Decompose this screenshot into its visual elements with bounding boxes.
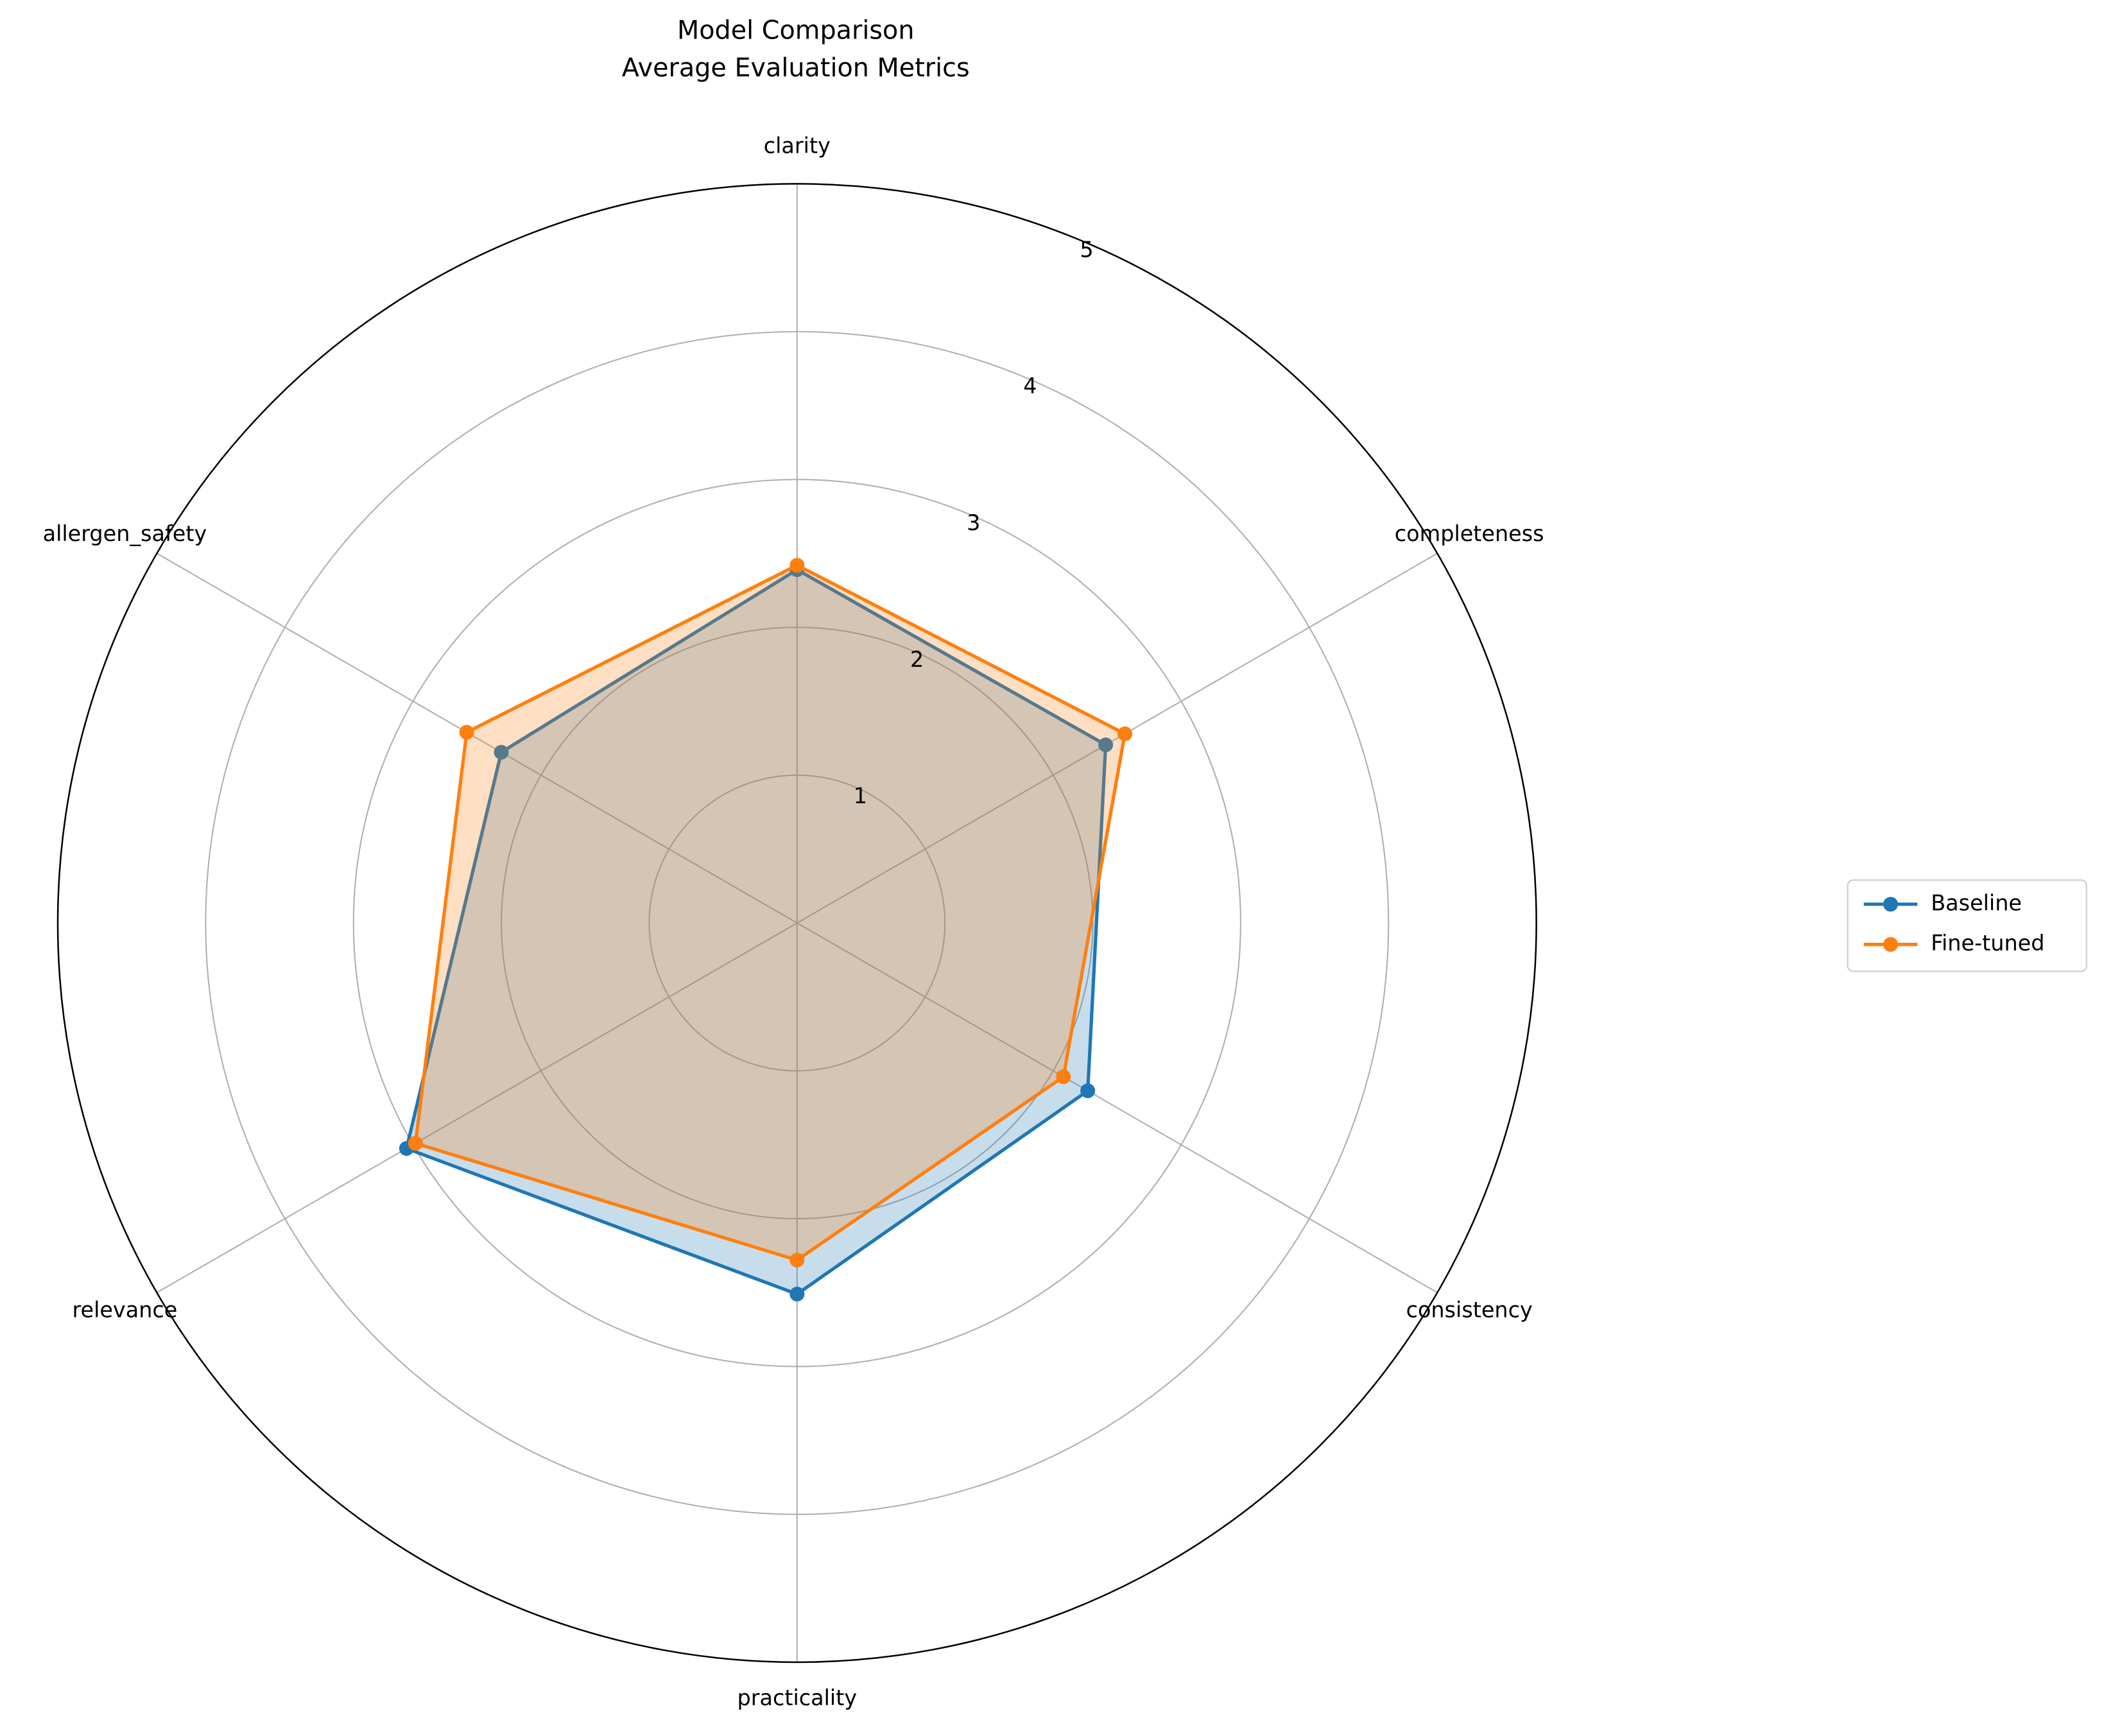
radial-tick-label: 4: [1023, 374, 1037, 399]
outer-frame: [56, 183, 1537, 1663]
category-label: consistency: [1406, 1297, 1533, 1322]
legend-marker: [1883, 937, 1899, 952]
series-point: [789, 558, 805, 573]
legend-label: Baseline: [1931, 890, 2022, 915]
series-point: [789, 1286, 805, 1302]
series-point: [494, 744, 509, 760]
radial-tick-label: 1: [854, 784, 867, 809]
radial-tick-label: 3: [967, 510, 980, 535]
spoke: [797, 553, 1438, 924]
legend-label: Fine-tuned: [1931, 931, 2044, 956]
series-point: [1098, 737, 1114, 753]
category-label: allergen_safety: [43, 521, 207, 546]
radial-tick-label: 2: [910, 647, 924, 672]
series-point: [459, 725, 474, 740]
series-area: [415, 565, 1125, 1260]
series-point: [789, 1252, 805, 1268]
chart-title: Model Comparison: [677, 16, 915, 46]
series-point: [408, 1135, 423, 1151]
series-area: [406, 569, 1106, 1294]
spoke: [797, 922, 1438, 1294]
category-label: completeness: [1395, 521, 1544, 546]
spoke: [156, 922, 798, 1294]
radial-tick-label: 5: [1080, 237, 1093, 262]
legend-marker: [1883, 897, 1899, 912]
category-label: practicality: [737, 1685, 858, 1710]
category-label: clarity: [764, 133, 831, 158]
spoke: [156, 553, 798, 924]
chart-subtitle: Average Evaluation Metrics: [622, 53, 970, 83]
series-point: [1056, 1069, 1071, 1085]
category-label: relevance: [73, 1297, 178, 1322]
series-point: [1080, 1083, 1096, 1099]
series-point: [1117, 726, 1133, 741]
